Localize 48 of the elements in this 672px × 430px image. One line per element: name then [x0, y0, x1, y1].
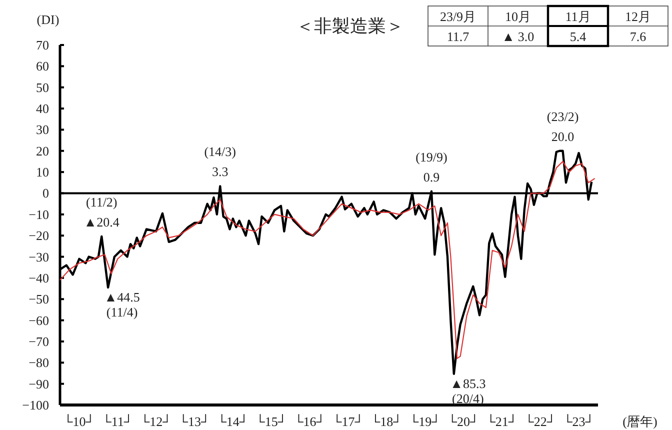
- annotation: 0.9: [423, 169, 440, 184]
- annotation: 3.3: [212, 164, 228, 180]
- x-tick-label: └15┘: [256, 414, 288, 429]
- y-tick-label: 50: [36, 80, 49, 95]
- y-tick-label: 10: [36, 164, 49, 180]
- x-tick-label: └12┘: [140, 414, 172, 429]
- table: 23/9月 10月 11月 12月 11.7 ▲ 3.0 5.4 7.6: [428, 4, 668, 48]
- x-tick-label: └13┘: [178, 414, 210, 429]
- y-tick-label: 40: [36, 101, 49, 116]
- y-tick-label: −90: [28, 376, 49, 392]
- y-tick-label: −80: [28, 355, 49, 370]
- annotation: (11/2): [86, 194, 118, 210]
- x-tick-label: └23┘: [563, 414, 594, 429]
- annotation: ▲20.4: [84, 214, 120, 230]
- y-axis-title: (DI): [36, 12, 60, 27]
- x-axis-title: (暦年): [622, 414, 658, 429]
- annotation: ▲44.5: [104, 289, 140, 304]
- y-tick-label: 0: [42, 186, 49, 201]
- y-tick-label: −50: [28, 292, 49, 307]
- y-tick-label: 70: [36, 38, 49, 52]
- y-tick-label: 60: [36, 58, 49, 74]
- x-tick-label: └22┘: [524, 414, 556, 429]
- annotation: 20.0: [551, 128, 574, 144]
- y-tick-label: −70: [28, 334, 49, 349]
- y-tick-label: −60: [28, 312, 49, 328]
- x-tick-label: └20┘: [448, 414, 480, 429]
- annotation: (19/9): [416, 149, 448, 164]
- x-tick-label: └11┘: [102, 414, 134, 429]
- x-tick-label: └10┘: [64, 414, 95, 429]
- y-tick-label: −30: [28, 249, 49, 264]
- y-tick-label: −10: [28, 206, 49, 222]
- title: ＜非製造業＞: [296, 16, 404, 36]
- x-tick-label: └21┘: [486, 414, 518, 429]
- annotation: (14/3): [204, 144, 236, 160]
- x-tick-label: └18┘: [370, 414, 402, 429]
- annotation: ▲85.3: [450, 376, 486, 391]
- x-tick-label: └16┘: [294, 414, 326, 429]
- y-tick-label: −40: [28, 270, 49, 286]
- annotation: (11/4): [106, 304, 138, 320]
- y-tick-label: −20: [28, 228, 49, 244]
- y-tick-label: 30: [36, 122, 49, 138]
- x-tick-label: └17┘: [332, 414, 364, 429]
- y-tick-label: 20: [36, 143, 49, 158]
- y-tick-label: −100: [22, 398, 49, 412]
- annotation: (20/4): [452, 390, 484, 406]
- x-tick-label: └19┘: [409, 414, 441, 429]
- annotation: (23/2): [546, 108, 579, 124]
- x-tick-label: └14┘: [217, 414, 249, 429]
